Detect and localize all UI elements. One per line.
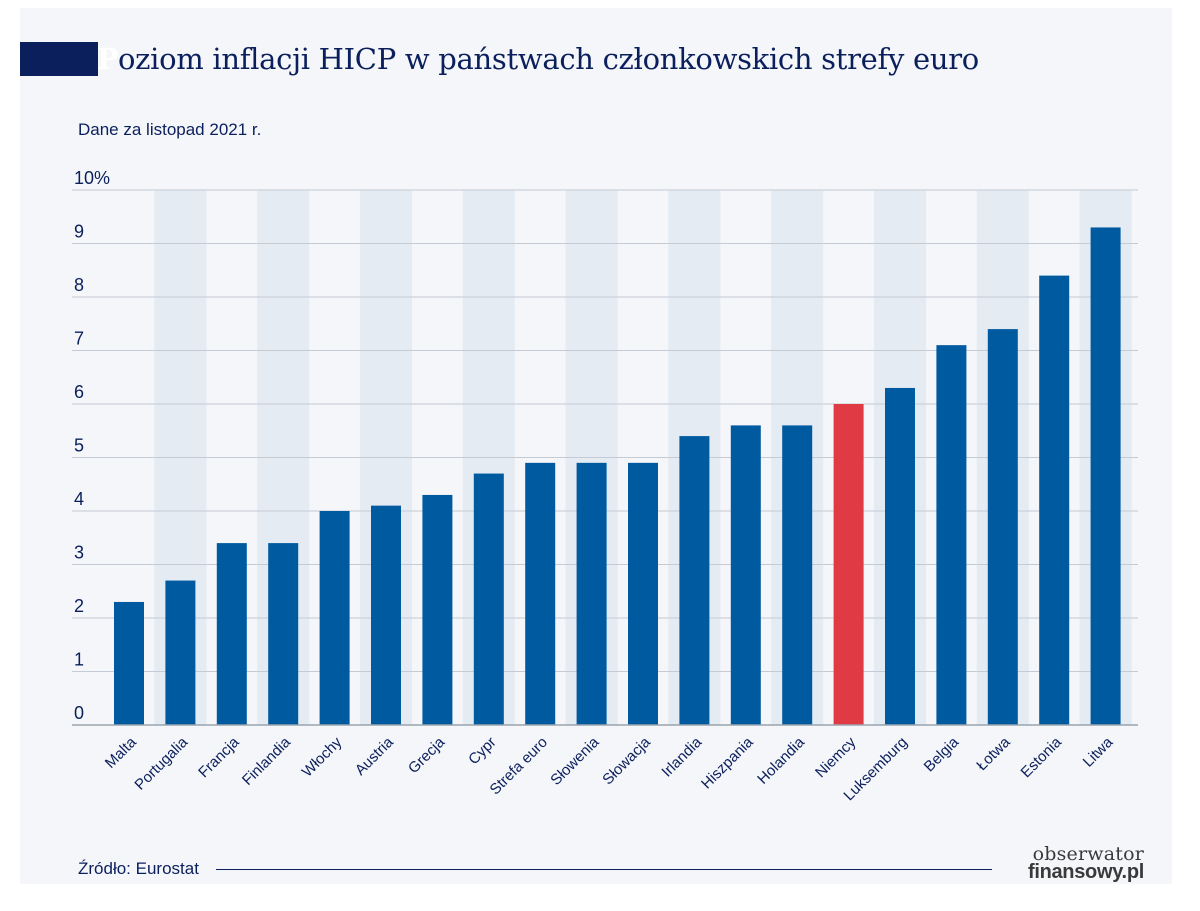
- y-tick-label: 1: [74, 650, 84, 670]
- bar-14: [833, 404, 864, 725]
- bar-4: [319, 511, 350, 725]
- y-tick-label: 6: [74, 382, 84, 402]
- bar-18: [1039, 275, 1070, 725]
- y-tick-label: 2: [74, 596, 84, 616]
- bar-15: [885, 387, 915, 725]
- category-label: Estonia: [1018, 733, 1066, 781]
- bar-0: [114, 601, 144, 725]
- bar-2: [216, 543, 247, 725]
- bar-10: [628, 462, 658, 725]
- y-tick-label: 7: [74, 329, 84, 349]
- category-label: Łotwa: [973, 733, 1014, 774]
- y-tick-label: 9: [74, 222, 84, 242]
- y-tick-label: 4: [74, 489, 84, 509]
- y-tick-label: 3: [74, 543, 84, 563]
- title-initial-letter: P: [97, 42, 119, 76]
- bar-3: [268, 543, 299, 725]
- category-label: Austria: [352, 733, 397, 778]
- chart-subtitle: Dane za listopad 2021 r.: [78, 120, 262, 139]
- bar-12: [730, 425, 761, 725]
- category-label: Włochy: [299, 733, 346, 780]
- category-label: Holandia: [754, 733, 808, 787]
- category-label: Litwa: [1080, 733, 1117, 770]
- y-tick-label: 10%: [74, 168, 110, 188]
- bar-6: [422, 494, 453, 725]
- bar-17: [987, 329, 1018, 725]
- category-label: Belgia: [921, 733, 963, 775]
- publisher-logo: obserwator finansowy.pl: [1027, 843, 1144, 883]
- title-accent-bar: [20, 42, 98, 76]
- logo-line-1: obserwator: [1032, 843, 1144, 865]
- category-label: Słowacja: [599, 733, 654, 788]
- title-text: oziom inflacji HICP w państwach członkow…: [118, 42, 979, 76]
- category-label: Francja: [195, 733, 243, 781]
- source-divider: [216, 869, 992, 870]
- bar-19: [1090, 227, 1121, 725]
- bar-7: [473, 473, 504, 725]
- category-label: Słowenia: [547, 733, 603, 789]
- category-label: Niemcy: [812, 733, 860, 781]
- category-label: Portugalia: [131, 733, 191, 793]
- category-label: Finlandia: [239, 733, 295, 789]
- bar-13: [782, 425, 813, 725]
- bar-1: [165, 580, 196, 725]
- bar-16: [936, 345, 967, 725]
- category-label: Cypr: [465, 734, 499, 768]
- bar-8: [525, 462, 556, 725]
- y-tick-label: 0: [74, 703, 84, 723]
- logo-line-2: finansowy.pl: [1027, 861, 1144, 883]
- category-label: Malta: [102, 733, 140, 771]
- category-label: Hiszpania: [698, 733, 757, 792]
- category-label: Irlandia: [658, 733, 705, 780]
- y-tick-label: 5: [74, 436, 84, 456]
- source-note: Źródło: Eurostat: [78, 859, 199, 878]
- bar-9: [576, 462, 607, 725]
- y-tick-label: 8: [74, 275, 84, 295]
- category-label: Grecja: [405, 733, 449, 777]
- bar-5: [371, 505, 401, 725]
- bar-11: [679, 436, 710, 725]
- chart-title: P oziom inflacji HICP w państwach członk…: [20, 42, 979, 76]
